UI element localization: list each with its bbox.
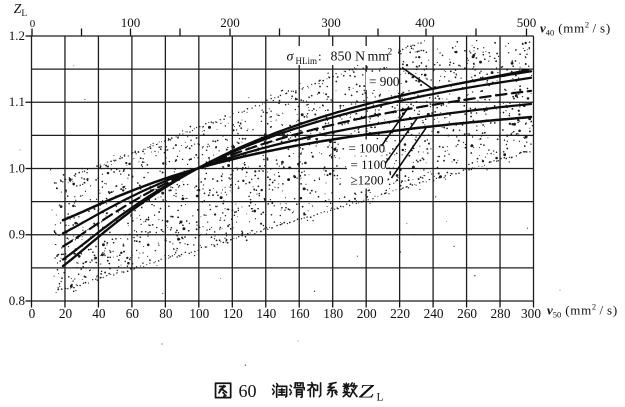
svg-text:20: 20 bbox=[59, 306, 73, 321]
svg-text:220: 220 bbox=[390, 306, 410, 321]
svg-text:HLim: HLim bbox=[296, 56, 318, 66]
svg-text:0.8: 0.8 bbox=[9, 293, 25, 308]
svg-text:σ: σ bbox=[287, 50, 295, 65]
svg-text:260: 260 bbox=[457, 306, 477, 321]
svg-text:0.9: 0.9 bbox=[9, 227, 25, 242]
svg-text:= 1000: = 1000 bbox=[349, 141, 386, 156]
svg-text:1.1: 1.1 bbox=[9, 94, 25, 109]
svg-text:≥1200: ≥1200 bbox=[351, 173, 384, 188]
svg-text:400: 400 bbox=[415, 15, 435, 30]
svg-text:= 1100: = 1100 bbox=[351, 157, 387, 172]
svg-text:200: 200 bbox=[357, 306, 377, 321]
svg-text:ν40 (mm2 / s): ν40 (mm2 / s) bbox=[540, 20, 611, 38]
svg-text:2: 2 bbox=[388, 48, 393, 58]
svg-text:850 N: 850 N bbox=[331, 50, 366, 65]
svg-text:80: 80 bbox=[159, 306, 173, 321]
svg-text:280: 280 bbox=[491, 306, 511, 321]
svg-text:1.0: 1.0 bbox=[9, 160, 25, 175]
svg-text:1.2: 1.2 bbox=[9, 28, 25, 43]
svg-text:Z: Z bbox=[359, 382, 375, 403]
svg-text:0: 0 bbox=[29, 306, 36, 321]
svg-text:100: 100 bbox=[121, 15, 141, 30]
svg-text:120: 120 bbox=[223, 306, 243, 321]
svg-text:160: 160 bbox=[290, 306, 310, 321]
svg-text:= 900: = 900 bbox=[369, 74, 400, 89]
svg-text:100: 100 bbox=[189, 306, 209, 321]
svg-text:500: 500 bbox=[517, 15, 537, 30]
svg-text:300: 300 bbox=[321, 15, 341, 30]
svg-text:180: 180 bbox=[323, 306, 343, 321]
svg-text:mm: mm bbox=[368, 50, 390, 65]
svg-text:200: 200 bbox=[220, 15, 240, 30]
svg-text:140: 140 bbox=[256, 306, 276, 321]
svg-text:L: L bbox=[377, 392, 384, 404]
svg-text::: : bbox=[318, 49, 322, 64]
svg-text:60: 60 bbox=[239, 381, 257, 401]
svg-text:60: 60 bbox=[126, 306, 140, 321]
svg-text:0: 0 bbox=[30, 18, 36, 30]
svg-text:240: 240 bbox=[424, 306, 444, 321]
svg-text:300: 300 bbox=[521, 306, 541, 321]
svg-text:ν50 (mm2 / s): ν50 (mm2 / s) bbox=[547, 302, 618, 320]
svg-text:40: 40 bbox=[92, 306, 106, 321]
